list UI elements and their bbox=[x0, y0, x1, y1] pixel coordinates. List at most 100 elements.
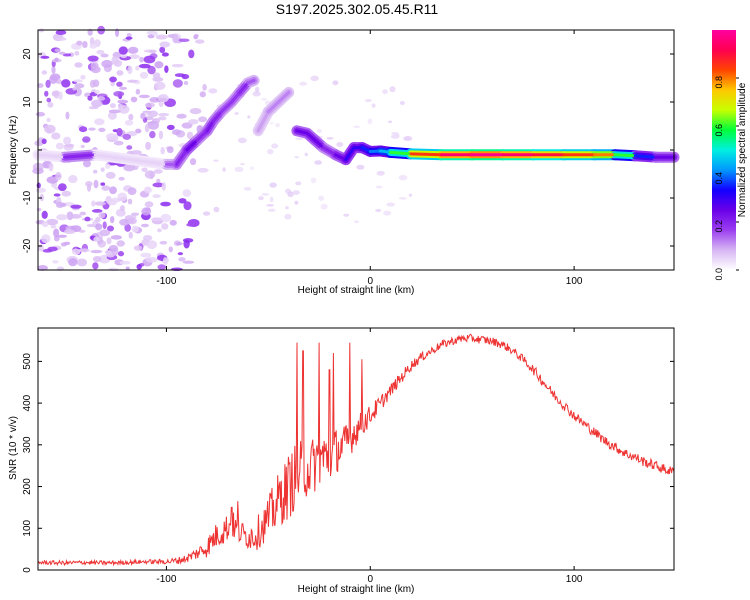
noise-blob bbox=[51, 90, 59, 97]
noise-blob bbox=[176, 113, 187, 119]
noise-blob bbox=[199, 91, 206, 98]
noise-blob bbox=[127, 187, 137, 196]
noise-blob bbox=[58, 51, 66, 55]
noise-blob bbox=[102, 221, 107, 230]
noise-blob bbox=[182, 189, 192, 197]
y-tick-label: 0 bbox=[22, 567, 33, 573]
noise-blob bbox=[131, 225, 139, 233]
spectrogram-x-axis: -100 0 100 bbox=[156, 30, 583, 287]
noise-blob bbox=[171, 63, 184, 68]
ridge-core bbox=[246, 78, 256, 85]
noise-blob bbox=[90, 62, 99, 70]
colorbar-tick-label: 0.6 bbox=[714, 124, 724, 137]
noise-blob bbox=[118, 103, 124, 112]
noise-blob bbox=[202, 211, 211, 216]
noise-blob bbox=[92, 79, 100, 88]
noise-blob bbox=[86, 223, 96, 228]
noise-blob bbox=[146, 240, 158, 250]
noise-blob bbox=[47, 102, 54, 108]
noise-blob bbox=[51, 132, 61, 140]
ridge-core bbox=[175, 148, 189, 166]
noise-blob bbox=[243, 186, 252, 191]
spectrogram-y-label: Frequency (Hz) bbox=[8, 116, 19, 185]
ridge-core bbox=[378, 149, 393, 154]
noise-blob bbox=[119, 218, 130, 226]
noise-blob bbox=[183, 81, 189, 85]
noise-blob bbox=[93, 179, 99, 189]
snr-series-line bbox=[37, 333, 675, 567]
noise-blob bbox=[127, 65, 133, 75]
y-tick-label: 20 bbox=[22, 48, 33, 60]
noise-blob bbox=[292, 190, 300, 195]
noise-blob bbox=[57, 234, 67, 238]
noise-blob bbox=[51, 65, 56, 75]
noise-blob bbox=[74, 50, 80, 56]
noise-blob bbox=[126, 33, 132, 38]
noise-blob bbox=[153, 31, 158, 36]
noise-blob bbox=[157, 116, 167, 121]
noise-blob bbox=[128, 231, 133, 239]
noise-blob bbox=[299, 81, 308, 86]
noise-blob bbox=[93, 236, 100, 242]
noise-blob bbox=[143, 55, 156, 64]
noise-blob bbox=[127, 217, 137, 225]
noise-blob bbox=[89, 43, 98, 49]
ridge-core bbox=[295, 129, 309, 135]
noise-blob bbox=[55, 171, 62, 181]
noise-blob bbox=[122, 133, 132, 140]
noise-blob bbox=[108, 244, 118, 252]
noise-blob bbox=[116, 70, 124, 76]
colorbar-tick-label: 0.8 bbox=[714, 76, 724, 89]
noise-blob bbox=[106, 237, 112, 245]
snr-frame bbox=[37, 327, 675, 571]
noise-blob bbox=[234, 112, 239, 115]
snr-y-label: SNR (10 * v/v) bbox=[8, 416, 19, 480]
noise-blob bbox=[71, 248, 81, 256]
noise-blob bbox=[116, 81, 123, 87]
noise-blob bbox=[138, 63, 151, 69]
noise-blob bbox=[118, 46, 128, 55]
noise-blob bbox=[294, 200, 299, 205]
noise-blob bbox=[284, 213, 292, 220]
noise-blob bbox=[63, 136, 72, 146]
noise-blob bbox=[91, 209, 103, 213]
noise-blob bbox=[80, 74, 86, 80]
ridge-core bbox=[36, 153, 66, 159]
snr-y-axis: 0 100 200 300 400 500 bbox=[22, 353, 674, 573]
noise-blob bbox=[213, 206, 220, 213]
noise-blob bbox=[149, 170, 154, 180]
noise-blob bbox=[398, 174, 408, 181]
noise-blob bbox=[111, 56, 119, 65]
noise-blob bbox=[119, 205, 125, 212]
noise-blob bbox=[97, 96, 106, 101]
spectrogram-ridge bbox=[32, 74, 680, 170]
noise-blob bbox=[61, 190, 72, 197]
noise-blob bbox=[117, 99, 129, 104]
noise-blob bbox=[87, 55, 99, 62]
noise-blob bbox=[98, 127, 106, 132]
noise-blob bbox=[110, 235, 122, 240]
noise-blob bbox=[113, 91, 125, 97]
noise-blob bbox=[37, 83, 44, 88]
noise-blob bbox=[375, 185, 383, 189]
noise-blob bbox=[59, 202, 67, 208]
colorbar-scale bbox=[712, 30, 736, 270]
noise-blob bbox=[95, 223, 103, 231]
noise-blob bbox=[181, 73, 190, 80]
noise-blob bbox=[391, 132, 399, 135]
noise-blob bbox=[53, 228, 60, 238]
noise-blob bbox=[168, 246, 173, 253]
noise-blob bbox=[250, 166, 254, 171]
noise-blob bbox=[135, 88, 141, 95]
noise-blob bbox=[48, 162, 54, 172]
noise-blob bbox=[149, 130, 156, 139]
y-tick-label: 100 bbox=[22, 519, 33, 536]
noise-blob bbox=[144, 186, 152, 194]
noise-blob bbox=[285, 206, 289, 210]
ridge-core bbox=[195, 129, 209, 142]
noise-blob bbox=[139, 56, 145, 63]
noise-blob bbox=[202, 83, 207, 91]
noise-blob bbox=[52, 260, 59, 264]
noise-blob bbox=[41, 234, 51, 244]
